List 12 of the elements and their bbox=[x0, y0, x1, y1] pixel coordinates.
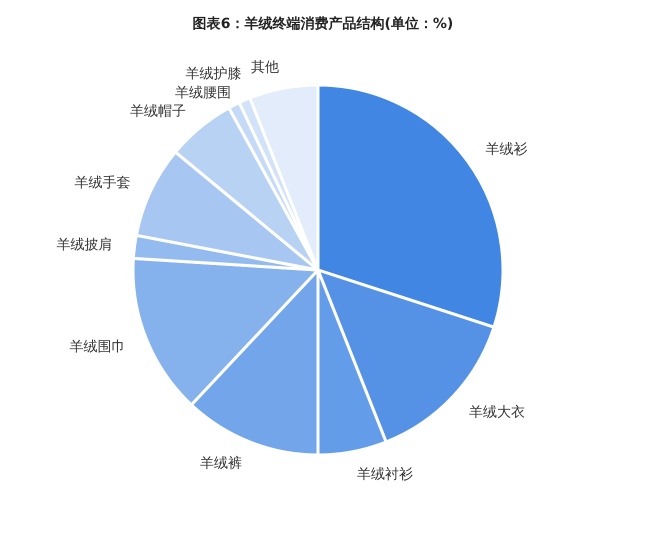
slice-label: 其他 bbox=[251, 60, 280, 76]
slice-label: 羊绒帽子 bbox=[130, 104, 186, 120]
slice-label: 羊绒腰围 bbox=[175, 85, 232, 102]
slice-label: 羊绒衫 bbox=[485, 141, 528, 158]
slice-label: 羊绒大衣 bbox=[468, 404, 525, 421]
slice-label: 羊绒围巾 bbox=[70, 339, 126, 356]
chart-title: 图表6：羊绒终端消费产品结构(单位：%) bbox=[192, 15, 454, 32]
slice-label: 羊绒护膝 bbox=[186, 66, 242, 82]
slice-label: 羊绒裤 bbox=[200, 455, 242, 472]
slice-label: 羊绒披肩 bbox=[56, 237, 113, 254]
slice-label: 羊绒手套 bbox=[74, 174, 131, 191]
slice-label: 羊绒衬衫 bbox=[356, 466, 413, 482]
